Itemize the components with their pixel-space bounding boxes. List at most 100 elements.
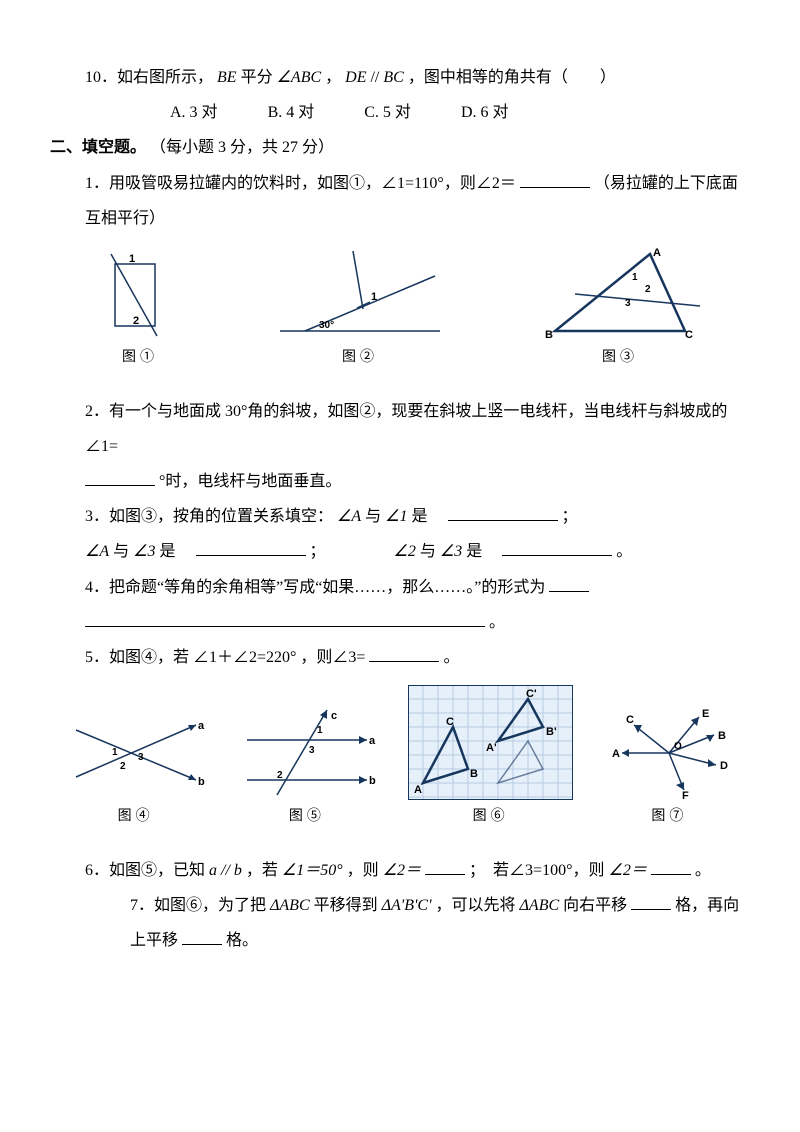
f3-l1b: ∠A bbox=[337, 508, 361, 525]
fig7-rays bbox=[622, 717, 716, 790]
q10-bc: BC bbox=[383, 69, 403, 86]
f3-blank2[interactable] bbox=[196, 538, 306, 557]
q10-optD: D. 6 对 bbox=[461, 95, 509, 130]
fig6-C: C bbox=[446, 716, 454, 728]
section2-note: （每小题 3 分，共 27 分） bbox=[150, 139, 334, 156]
f7-l1d: 向右平移 bbox=[563, 897, 627, 914]
fig5-arr-a bbox=[359, 736, 367, 744]
fig3-2: 2 bbox=[645, 284, 651, 295]
fig5-arr-b bbox=[359, 776, 367, 784]
f2: 2．有一个与地面成 30°角的斜坡，如图②，现要在斜坡上竖一电线杆，当电线杆与斜… bbox=[50, 394, 750, 500]
section2-title: 二、填空题。 bbox=[50, 139, 146, 156]
f3: 3．如图③，按角的位置关系填空： ∠A 与 ∠1 是 ； ∠A 与 ∠3 是 ；… bbox=[50, 499, 750, 569]
f5-period: 。 bbox=[443, 649, 459, 666]
f3-l2a: ∠A bbox=[85, 543, 109, 560]
fig1: 1 2 图① bbox=[95, 246, 185, 374]
f4-blank-long[interactable] bbox=[85, 608, 485, 627]
fig7-O: O bbox=[674, 741, 682, 752]
f6-blank1[interactable] bbox=[425, 856, 465, 875]
q10-post: ，图中相等的角共有（ ） bbox=[408, 69, 616, 86]
f7-l1a: 7．如图⑥，为了把 bbox=[130, 897, 270, 914]
fig7-F: F bbox=[682, 790, 689, 800]
q10-pre: 10．如右图所示， bbox=[85, 69, 213, 86]
f6-eq1: ∠1＝50° bbox=[282, 862, 343, 879]
fig5-svg: a b c 1 2 3 bbox=[237, 705, 377, 800]
f7-l1c: ，可以先将 bbox=[436, 897, 520, 914]
fig5-line-c bbox=[277, 710, 327, 795]
fig6-A: A bbox=[414, 784, 422, 796]
f3-blank3[interactable] bbox=[502, 538, 612, 557]
fig3-svg: A B C 1 2 3 bbox=[535, 246, 705, 341]
f2-l2b: °时，电线杆与地面垂直。 bbox=[159, 473, 341, 490]
fig3-1: 1 bbox=[632, 272, 638, 283]
fig6-svg: A B C A' B' C' bbox=[408, 685, 573, 800]
f6-ab: a // b bbox=[209, 862, 242, 879]
f1-blank[interactable] bbox=[520, 169, 590, 188]
fig1-l1: 1 bbox=[129, 253, 135, 265]
f3-l2d: 是 bbox=[159, 543, 191, 560]
f1-line1: 1．用吸管吸易拉罐内的饮料时，如图①，∠1=110°，则∠2＝ （易拉罐的上下底… bbox=[50, 166, 750, 236]
fig2-l1: 1 bbox=[371, 291, 377, 303]
q10-stem: 10．如右图所示， BE 平分 ∠ABC ， DE // BC ，图中相等的角共… bbox=[50, 60, 750, 95]
f7-l1b: 平移得到 bbox=[314, 897, 382, 914]
fig4: a b 1 2 3 图④ bbox=[66, 705, 206, 833]
fig3-3: 3 bbox=[625, 298, 631, 309]
q10-be: BE bbox=[217, 69, 237, 86]
fig2-pole bbox=[353, 251, 363, 309]
fig5-a: a bbox=[369, 735, 376, 747]
fig2: 1 30° 图② bbox=[275, 246, 445, 374]
fig5-1: 1 bbox=[317, 725, 323, 736]
fig4-2: 2 bbox=[120, 761, 126, 772]
f6-blank2[interactable] bbox=[651, 856, 691, 875]
f3-l2c: ∠3 bbox=[133, 543, 155, 560]
q10-optB: B. 4 对 bbox=[268, 95, 315, 130]
section2-header: 二、填空题。 （每小题 3 分，共 27 分） bbox=[50, 130, 750, 165]
q10-mid2: ， bbox=[325, 69, 345, 86]
fig6-label: 图⑥ bbox=[408, 802, 573, 833]
fig3-A: A bbox=[653, 247, 661, 259]
f3-blank1[interactable] bbox=[448, 503, 558, 522]
fig5-b: b bbox=[369, 775, 376, 787]
fig3-B: B bbox=[545, 329, 553, 341]
f4-blank-short[interactable] bbox=[549, 573, 589, 592]
f4: 4．把命题“等角的余角相等”写成“如果……，那么……。”的形式为 。 bbox=[50, 570, 750, 640]
f6-period: 。 bbox=[695, 862, 711, 879]
f3-l1a: 3．如图③，按角的位置关系填空： bbox=[85, 508, 333, 525]
fig5-arr-c bbox=[320, 710, 327, 719]
fig5-label: 图⑤ bbox=[237, 802, 377, 833]
f2-blank[interactable] bbox=[85, 468, 155, 487]
fig1-label: 图① bbox=[95, 343, 185, 374]
f3-l1e: 是 bbox=[412, 508, 444, 525]
fig7-B: B bbox=[718, 730, 726, 742]
f5-blank[interactable] bbox=[369, 643, 439, 662]
f6: 6．如图⑤，已知 a // b ，若 ∠1＝50° ，则 ∠2＝ ； 若∠3=1… bbox=[50, 853, 750, 888]
f7-tri1: ΔABC bbox=[270, 897, 310, 914]
fig4-line-a bbox=[76, 725, 196, 777]
f1-stem: 1．用吸管吸易拉罐内的饮料时，如图①，∠1=110°，则∠2＝ bbox=[85, 175, 516, 192]
f7-blank2[interactable] bbox=[182, 927, 222, 946]
f3-l1d: ∠1 bbox=[385, 508, 407, 525]
f3-period: 。 bbox=[616, 543, 632, 560]
fig7-A: A bbox=[612, 748, 620, 760]
fig4-line-b bbox=[76, 730, 196, 780]
f3-l2h: ∠3 bbox=[440, 543, 462, 560]
f6-eq3: ∠2＝ bbox=[608, 862, 646, 879]
f3-l1c: 与 bbox=[365, 508, 385, 525]
q10-options: A. 3 对 B. 4 对 C. 5 对 D. 6 对 bbox=[50, 95, 750, 130]
f5: 5．如图④，若 ∠1＋∠2=220° ，则∠3= 。 bbox=[50, 640, 750, 675]
f7-tri2: ΔA'B'C' bbox=[382, 897, 432, 914]
fig6-Ap: A' bbox=[486, 742, 497, 754]
f3-l2f: ∠2 bbox=[394, 543, 416, 560]
f3-l2b: 与 bbox=[113, 543, 133, 560]
q10-optC: C. 5 对 bbox=[364, 95, 411, 130]
fig7: A B C D E F O 图⑦ bbox=[604, 705, 734, 833]
fig1-l2: 2 bbox=[133, 315, 139, 327]
q10-mid1: 平分 bbox=[241, 69, 273, 86]
f3-l2g: 与 bbox=[420, 543, 440, 560]
fig5: a b c 1 2 3 图⑤ bbox=[237, 705, 377, 833]
figrow-2: a b 1 2 3 图④ a b c 1 2 3 图⑤ bbox=[50, 685, 750, 833]
q10-de: DE bbox=[345, 69, 366, 86]
fig4-label: 图④ bbox=[66, 802, 206, 833]
f3-l2e: ； bbox=[310, 543, 326, 560]
f7-blank1[interactable] bbox=[631, 892, 671, 911]
